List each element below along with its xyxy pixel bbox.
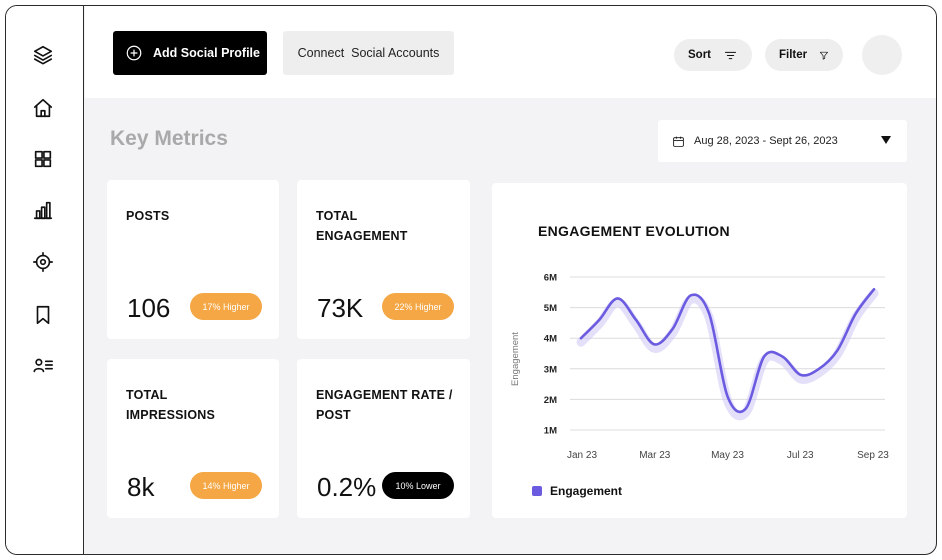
x-tick-label: Jan 23 — [567, 450, 597, 461]
sidebar — [6, 6, 84, 554]
y-tick-label: 1M — [544, 426, 557, 437]
page-title: Key Metrics — [110, 127, 228, 150]
caret-down-icon — [881, 136, 891, 144]
x-tick-label: Jul 23 — [787, 450, 814, 461]
filter-icon — [820, 51, 829, 60]
top-bar: Add Social Profile Connect Social Accoun… — [85, 6, 936, 98]
sort-icon — [724, 51, 737, 59]
add-social-profile-button[interactable]: Add Social Profile — [113, 31, 267, 75]
add-social-profile-label: Add Social Profile — [153, 46, 260, 60]
metric-card-total-engagement: TOTAL ENGAGEMENT 73K 22% Higher — [297, 180, 470, 339]
calendar-icon — [673, 136, 684, 147]
metric-title: ENGAGEMENT RATE / POST — [316, 388, 453, 422]
y-tick-label: 3M — [544, 364, 557, 375]
bookmark-icon[interactable] — [30, 302, 56, 328]
metric-value: 0.2% — [317, 472, 377, 502]
metric-card-engagement-rate: ENGAGEMENT RATE / POST 0.2% 10% Lower — [297, 359, 470, 518]
y-axis-label: Engagement — [510, 332, 521, 386]
series-line-shadow — [576, 288, 879, 421]
metric-card-posts: POSTS 106 17% Higher — [107, 180, 279, 339]
home-icon[interactable] — [30, 95, 56, 121]
date-range-label: Aug 28, 2023 - Sept 26, 2023 — [694, 135, 838, 147]
date-range-picker[interactable]: Aug 28, 2023 - Sept 26, 2023 — [658, 120, 907, 162]
x-tick-label: May 23 — [711, 450, 744, 461]
connect-social-accounts-label: Connect Social Accounts — [297, 46, 440, 60]
engagement-chart: 6M 5M 4M 3M 2M 1M Jan 23 Mar 23 May 23 Jul 23 Sep … — [510, 273, 889, 462]
y-tick-label: 2M — [544, 395, 557, 406]
metric-card-total-impressions: TOTAL IMPRESSIONS 8k 14% Higher — [107, 359, 279, 518]
avatar[interactable] — [862, 35, 902, 75]
filter-label: Filter — [779, 49, 808, 61]
sort-button[interactable]: Sort — [674, 39, 752, 71]
metric-badge: 17% Higher — [190, 293, 262, 320]
metric-badge: 22% Higher — [382, 293, 454, 320]
metric-badge: 10% Lower — [382, 472, 454, 499]
x-tick-label: Sep 23 — [857, 450, 889, 461]
y-tick-label: 4M — [544, 334, 557, 345]
target-icon[interactable] — [30, 249, 56, 275]
metric-title: TOTAL IMPRESSIONS — [126, 388, 216, 422]
metric-title: TOTAL ENGAGEMENT — [316, 209, 408, 243]
y-tick-label: 6M — [544, 273, 557, 284]
sort-label: Sort — [688, 49, 711, 61]
legend-swatch — [532, 486, 542, 496]
connect-social-accounts-button[interactable]: Connect Social Accounts — [283, 31, 454, 75]
y-tick-label: 5M — [544, 303, 557, 314]
legend-label: Engagement — [550, 484, 623, 498]
x-tick-label: Mar 23 — [639, 450, 671, 461]
metric-value: 106 — [127, 293, 171, 323]
metric-title: POSTS — [126, 209, 170, 223]
chart-legend: Engagement — [532, 484, 622, 498]
series-line-engagement — [579, 287, 876, 414]
chart-title: ENGAGEMENT EVOLUTION — [538, 223, 730, 239]
metric-badge: 14% Higher — [190, 472, 262, 499]
metric-value: 8k — [127, 472, 155, 502]
metric-value: 73K — [317, 293, 364, 323]
engagement-chart-card: ENGAGEMENT EVOLUTION 6M 5M 4M 3M 2M 1M Jan 23 M… — [492, 183, 907, 518]
grid-icon[interactable] — [30, 146, 56, 172]
filter-button[interactable]: Filter — [765, 39, 843, 71]
bar-chart-icon[interactable] — [30, 197, 56, 223]
plus-circle-icon — [126, 45, 142, 61]
layers-icon[interactable] — [30, 42, 56, 68]
contacts-list-icon[interactable] — [30, 352, 56, 378]
app-frame: Add Social Profile Connect Social Accoun… — [5, 5, 937, 555]
